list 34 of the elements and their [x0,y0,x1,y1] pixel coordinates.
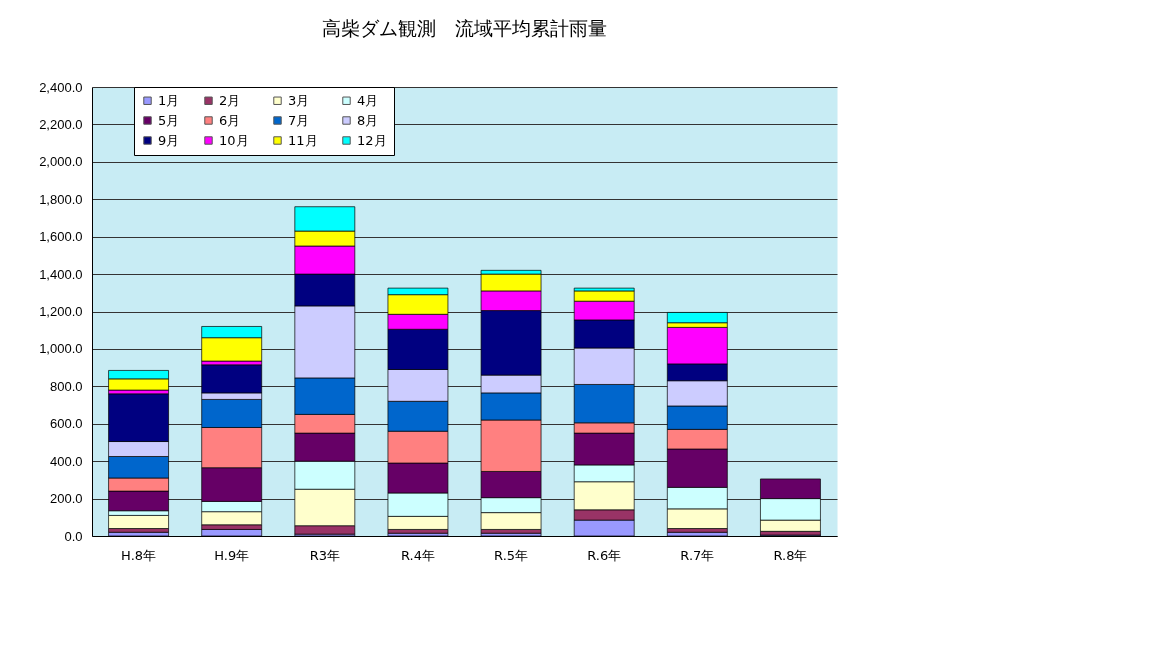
legend-label: 8月 [357,112,379,128]
x-tick-label: R3年 [309,547,340,563]
legend-label: 6月 [219,112,241,128]
chart-title: 高柴ダム観測 流域平均累計雨量 [322,17,607,39]
x-tick-label: R.7年 [680,547,715,563]
y-tick-label: 2,200.0 [39,116,83,132]
x-tick-label: H.9年 [214,547,250,563]
x-tick-label: R.8年 [773,547,808,563]
y-tick-label: 1,200.0 [39,304,83,319]
y-tick-label: 400.0 [49,453,83,469]
legend-label: 3月 [288,92,310,108]
y-tick-label: 200.0 [49,491,83,507]
x-tick-label: R.5年 [494,547,529,563]
x-tick-label: H.8年 [121,547,157,563]
y-tick-label: 1,400.0 [39,266,83,282]
x-tick-label: R.6年 [587,547,622,563]
legend-label: 4月 [357,92,379,108]
y-tick-label: 2,000.0 [39,154,83,170]
legend-label: 7月 [288,112,310,128]
y-tick-label: 600.0 [49,416,83,432]
legend-label: 2月 [219,92,241,108]
legend-label: 11月 [288,132,318,148]
y-tick-label: 1,600.0 [39,229,83,245]
y-tick-label: 2,400.0 [39,79,83,95]
legend-label: 5月 [158,112,180,128]
legend-label: 1月 [158,92,180,108]
y-tick-label: 800.0 [49,378,83,394]
legend-label: 10月 [219,132,249,148]
x-tick-label: R.4年 [400,547,435,563]
legend-label: 12月 [357,132,387,148]
y-tick-label: 1,800.0 [39,191,83,207]
y-tick-label: 1,000.0 [39,341,83,357]
y-tick-label: 0.0 [64,528,83,544]
legend-label: 9月 [158,132,180,148]
